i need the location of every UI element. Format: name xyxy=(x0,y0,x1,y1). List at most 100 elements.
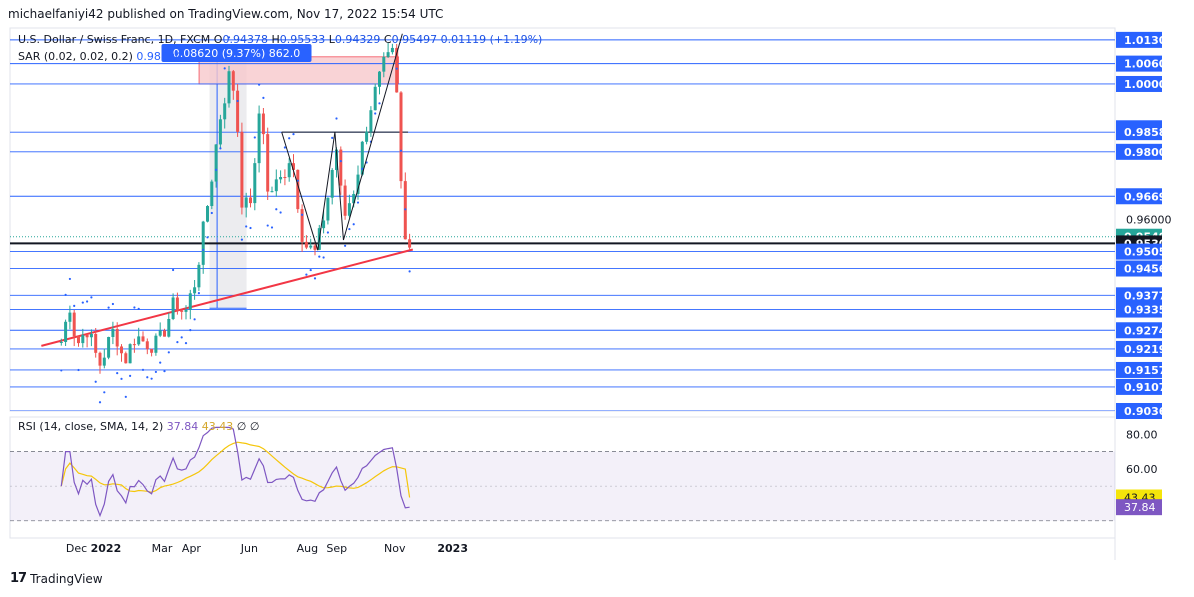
candle-body-67 xyxy=(347,203,351,216)
symbol-title: U.S. Dollar / Swiss Franc, 1D, FXCM xyxy=(18,33,211,46)
tradingview-footer[interactable]: 17 TradingView xyxy=(10,571,103,586)
time-tick-3: Apr xyxy=(182,542,202,555)
rsi-plot[interactable] xyxy=(10,426,1115,522)
sar-dot-1 xyxy=(64,293,67,296)
sar-dot-69 xyxy=(356,201,360,204)
price-tag-bg-14 xyxy=(1116,322,1162,339)
sar-dot-56 xyxy=(301,213,304,216)
sar-dot-70 xyxy=(361,167,364,170)
sar-dot-57 xyxy=(305,273,308,276)
candle-body-35 xyxy=(210,181,214,207)
tradingview-logo-icon: 17 xyxy=(10,571,27,586)
price-tag-bg-15 xyxy=(1116,340,1162,357)
sar-dot-13 xyxy=(116,371,119,375)
time-tick-0: Dec xyxy=(66,542,87,555)
candle-body-72 xyxy=(369,110,373,132)
price-tick-7: 0.96000 xyxy=(1126,214,1172,227)
candle-body-63 xyxy=(330,169,334,198)
price-tag-0: 1.01300 xyxy=(1124,34,1174,47)
rsi-legend[interactable]: RSI (14, close, SMA, 14, 2) 37.84 43.43 … xyxy=(18,420,259,433)
sar-dot-0 xyxy=(60,369,63,372)
candle-body-61 xyxy=(322,220,326,229)
candle-body-66 xyxy=(343,185,347,216)
open-value: 0.94378 xyxy=(222,33,268,46)
candle-body-33 xyxy=(201,221,205,265)
candle-body-58 xyxy=(309,245,313,248)
candle-body-68 xyxy=(352,193,356,204)
price-plot[interactable]: 0.08620 (9.37%) 862.0 xyxy=(10,21,1115,411)
candle-body-42 xyxy=(240,131,244,208)
sar-dot-49 xyxy=(270,226,274,229)
candle-body-15 xyxy=(124,353,128,364)
price-tag-bg-4 xyxy=(1116,124,1162,141)
candle-body-9 xyxy=(98,352,102,366)
candle-body-45 xyxy=(253,163,257,204)
close-label: C xyxy=(383,33,392,46)
sar-dot-20 xyxy=(146,376,149,379)
sar-dot-6 xyxy=(86,300,89,303)
candle-body-39 xyxy=(227,71,231,104)
price-tag-bg-11 xyxy=(1116,260,1162,277)
candle-body-76 xyxy=(386,52,390,57)
price-tag-18: 0.90360 xyxy=(1124,405,1174,418)
rsi-line xyxy=(60,426,410,518)
price-tag-bg-1 xyxy=(1116,55,1162,72)
sar-dot-24 xyxy=(163,370,166,373)
candle-body-11 xyxy=(107,336,111,358)
sar-dot-39 xyxy=(227,36,231,39)
candle-body-53 xyxy=(287,163,291,178)
price-tag-10: 0.95058 xyxy=(1124,246,1174,259)
candle-body-74 xyxy=(378,71,381,87)
sar-dot-54 xyxy=(292,132,295,136)
sar-dot-65 xyxy=(339,160,342,163)
sar-dot-73 xyxy=(374,112,377,115)
price-tag-1: 1.00600 xyxy=(1124,58,1174,71)
candle-body-49 xyxy=(270,191,274,193)
sar-dot-48 xyxy=(266,224,269,227)
sar-dot-42 xyxy=(240,238,243,241)
time-tick-5: Aug xyxy=(297,542,318,555)
candle-body-18 xyxy=(137,336,141,345)
candle-body-3 xyxy=(72,312,76,337)
symbol-legend[interactable]: U.S. Dollar / Swiss Franc, 1D, FXCM O0.9… xyxy=(18,33,542,46)
sar-dot-28 xyxy=(180,336,183,339)
candle-body-75 xyxy=(382,56,386,72)
candle-body-56 xyxy=(300,209,304,242)
sar-dot-61 xyxy=(322,256,325,259)
candle-body-71 xyxy=(365,131,369,142)
price-tag-17: 0.91070 xyxy=(1124,381,1174,394)
pattern-line-1 xyxy=(317,132,336,251)
sar-dot-10 xyxy=(103,391,106,394)
candle-body-64 xyxy=(335,149,338,170)
candle-body-29 xyxy=(184,309,188,312)
sar-value: 0.98694 xyxy=(136,50,182,63)
sar-dot-35 xyxy=(210,211,213,215)
candle-body-59 xyxy=(313,245,317,250)
sar-dot-21 xyxy=(150,377,153,380)
sar-dot-29 xyxy=(184,342,188,345)
price-tag-5: 0.98000 xyxy=(1124,146,1174,159)
time-tick-1: 2022 xyxy=(91,542,122,555)
sar-dot-16 xyxy=(129,374,132,377)
sar-dot-60 xyxy=(318,255,321,258)
sar-legend[interactable]: SAR (0.02, 0.02, 0.2) 0.98694 xyxy=(18,50,182,63)
rsi-extra-1: ∅ xyxy=(236,420,247,433)
candle-body-13 xyxy=(115,328,119,347)
candle-body-37 xyxy=(218,119,222,145)
sar-dot-53 xyxy=(288,137,291,140)
rsi-value: 37.84 xyxy=(166,420,199,433)
sar-dot-44 xyxy=(249,226,252,230)
sar-dot-68 xyxy=(352,223,355,226)
sar-dot-63 xyxy=(331,136,334,139)
sar-dot-37 xyxy=(219,147,222,150)
close-value: 0.95497 xyxy=(391,33,438,46)
sar-dot-66 xyxy=(344,244,347,247)
price-tag-bg-13 xyxy=(1116,301,1162,318)
candle-body-48 xyxy=(266,134,270,192)
price-tag-bg-2 xyxy=(1116,75,1162,92)
price-tag-6: 0.96690 xyxy=(1124,190,1174,203)
sar-dot-52 xyxy=(283,146,286,149)
candle-body-26 xyxy=(171,297,175,319)
